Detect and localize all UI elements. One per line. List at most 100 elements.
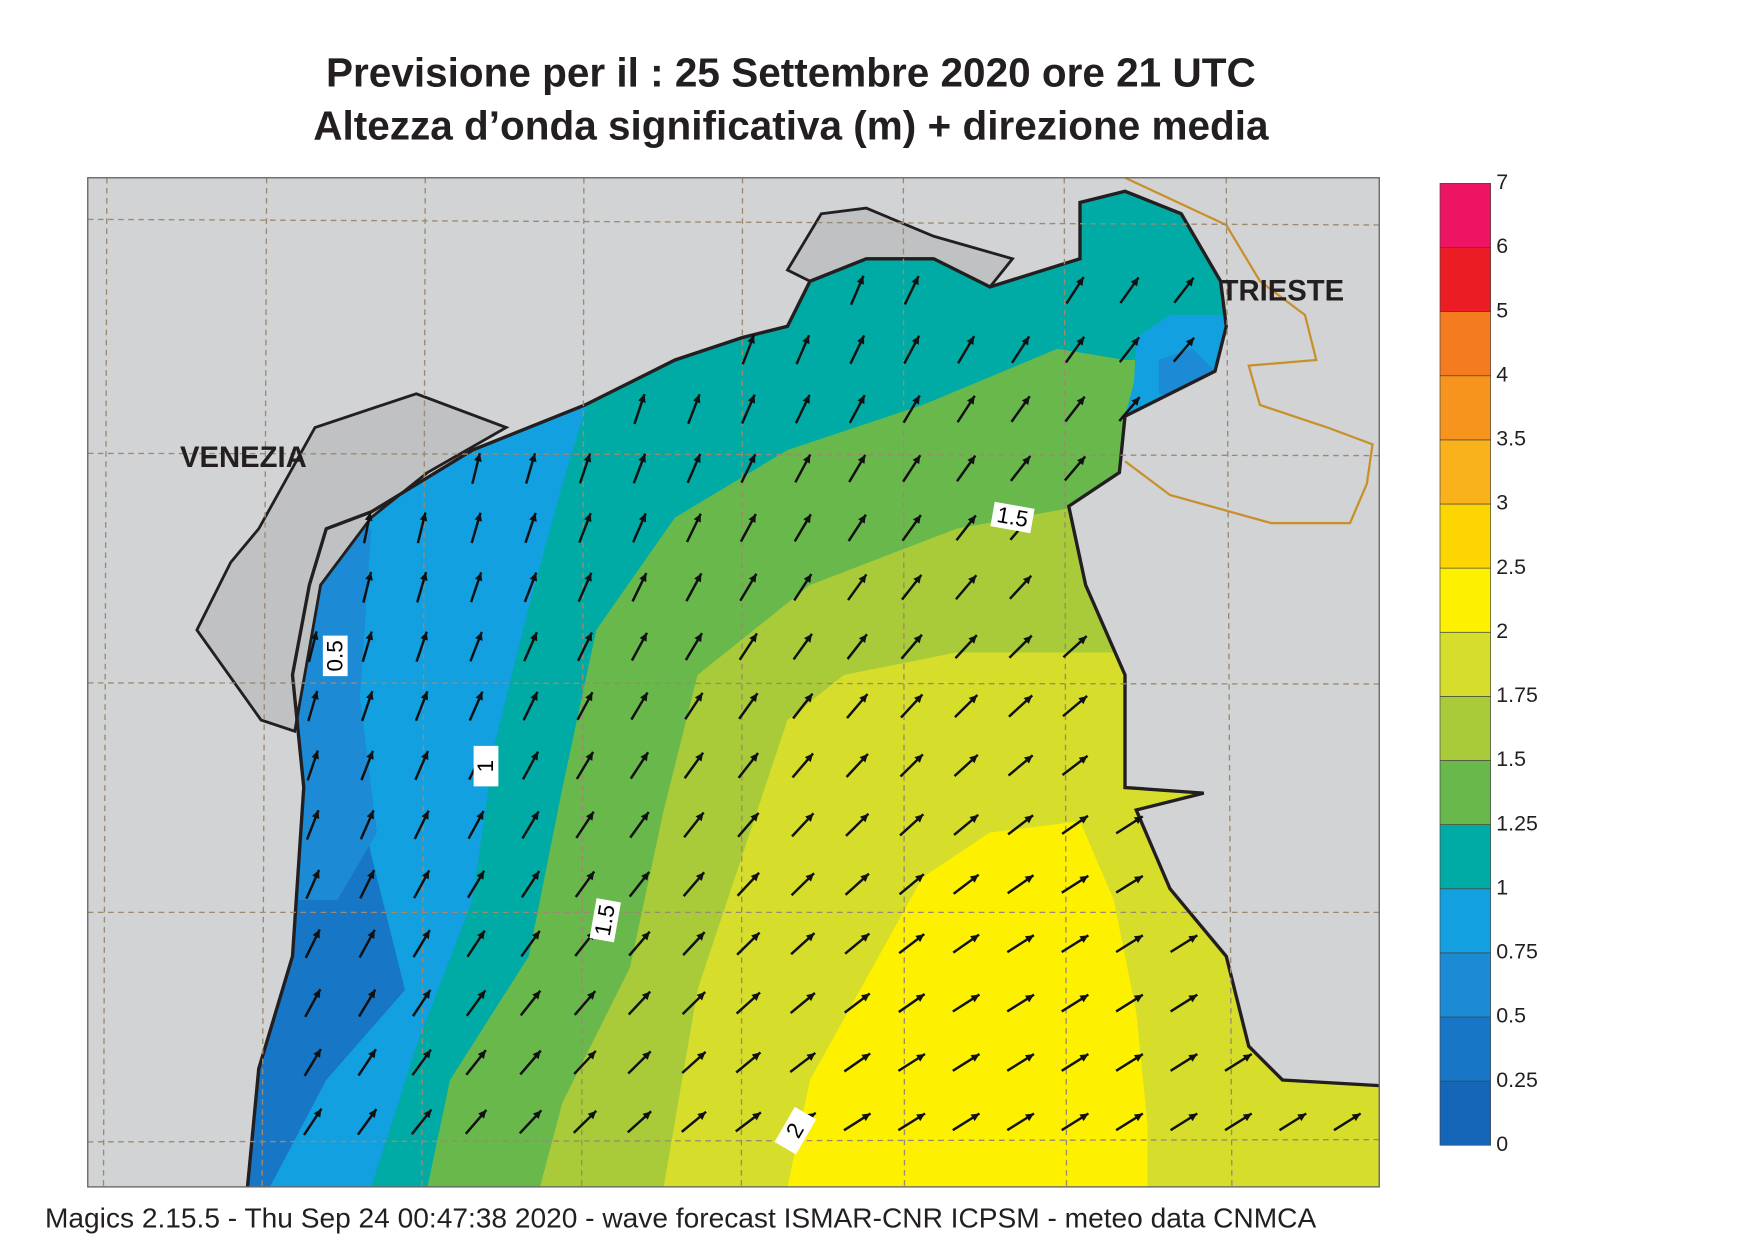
arrow-head: [1133, 816, 1143, 825]
lagoon-land: [195, 392, 510, 734]
arrow-head: [804, 693, 813, 703]
arrow-head: [970, 994, 980, 1003]
arrow-head: [422, 989, 431, 999]
grid-line: [87, 218, 1380, 226]
arrow-head: [860, 873, 869, 883]
arrow-head: [1133, 1054, 1143, 1062]
arrow-head: [967, 455, 976, 465]
direction-arrows: [303, 275, 1362, 1136]
colorbar-label: 3.5: [1496, 427, 1526, 451]
arrow-head: [916, 1054, 925, 1062]
arrow-head: [916, 1113, 926, 1122]
arrow-head: [587, 1110, 597, 1120]
arrow-head: [365, 691, 374, 701]
contour-label: 0.5: [322, 635, 348, 677]
arrow-head: [966, 336, 975, 346]
arrow-head: [1188, 935, 1198, 943]
arrow-head: [421, 870, 430, 880]
arrow-head: [529, 572, 537, 582]
arrow-head: [1022, 575, 1032, 585]
arrow-head: [585, 751, 594, 761]
arrow-head: [749, 633, 757, 643]
arrow-head: [857, 454, 866, 464]
grid-line: [102, 177, 108, 1187]
arrow-head: [860, 993, 870, 1002]
grid-line: [87, 682, 1380, 685]
label-box: [774, 1106, 817, 1155]
label-box: [473, 745, 499, 787]
arrow-head: [914, 814, 924, 823]
arrow-head: [366, 750, 374, 760]
contour-label-text: 1: [473, 760, 498, 773]
subtitle: Altezza d’onda significativa (m) + direz…: [313, 103, 1269, 149]
arrow-head: [1188, 994, 1198, 1003]
arrow-head: [697, 1111, 707, 1120]
arrow-head: [750, 872, 760, 882]
arrow-head: [695, 752, 704, 762]
label-box: [990, 501, 1035, 534]
arrow-head: [530, 751, 539, 761]
arrow-head: [532, 990, 541, 1000]
arrow-head: [367, 870, 375, 880]
arrow-head: [970, 934, 980, 943]
arrow-head: [859, 813, 869, 823]
arrow-head: [861, 1113, 871, 1122]
arrow-head: [751, 932, 760, 942]
arrow-head: [640, 692, 648, 702]
contour-label-text: 0.5: [322, 640, 347, 671]
arrow-head: [806, 992, 815, 1002]
arrow-head: [912, 395, 920, 405]
arrow-head: [858, 514, 866, 524]
arrow-head: [1025, 1113, 1034, 1122]
arrow-head: [365, 571, 373, 581]
arrow-head: [638, 453, 646, 463]
arrow-head: [694, 633, 702, 643]
colorbar-label: 0: [1496, 1132, 1508, 1156]
arrow-head: [531, 871, 540, 881]
colorbar-bin: [1439, 503, 1491, 569]
colorbar-label: 1.75: [1496, 683, 1538, 707]
title: Previsione per il : 25 Settembre 2020 or…: [326, 50, 1256, 96]
arrow-head: [584, 513, 592, 523]
colorbar-label: 0.5: [1496, 1004, 1526, 1028]
arrow-head: [420, 691, 429, 701]
arrow-head: [368, 1049, 376, 1059]
arrow-head: [1022, 456, 1031, 465]
arrow-head: [861, 1053, 871, 1062]
arrow-head: [1023, 635, 1032, 645]
colorbar-label: 4: [1496, 362, 1508, 386]
arrow-head: [584, 572, 592, 582]
page-content: Previsione per il : 25 Settembre 2020 or…: [45, 50, 1538, 1234]
arrow-head: [639, 632, 647, 642]
arrow-head: [804, 633, 812, 643]
footer: Magics 2.15.5 - Thu Sep 24 00:47:38 2020…: [45, 1202, 1316, 1233]
arrow-head: [531, 930, 540, 940]
colorbar-label: 2.5: [1496, 555, 1526, 579]
arrow-head: [970, 1113, 980, 1122]
arrow-head: [748, 513, 756, 523]
contour-label: 2: [774, 1106, 817, 1155]
arrow-head: [367, 929, 375, 939]
arrow-head: [477, 930, 485, 940]
arrow-head: [914, 694, 923, 704]
contour-label-text: 1.5: [590, 903, 620, 938]
colorbar-label: 1.25: [1496, 811, 1538, 835]
arrow-head: [967, 395, 975, 405]
arrow-head: [532, 1050, 541, 1060]
arrow-head: [970, 1054, 980, 1062]
arrow-head: [641, 991, 651, 1001]
arrow-head: [1079, 994, 1089, 1003]
arrow-head: [695, 812, 704, 822]
arrow-head: [748, 573, 757, 583]
colorbar-bin: [1439, 311, 1491, 377]
arrow-head: [475, 691, 483, 701]
arrow-head: [1131, 337, 1140, 347]
arrow-head: [586, 871, 595, 881]
arrow-head: [1351, 1113, 1361, 1122]
arrow-head: [585, 692, 593, 702]
arrow-head: [1021, 336, 1030, 346]
arrow-head: [1077, 456, 1086, 466]
contour-labels: 0.5 1 1.5 1.5 2: [322, 501, 1035, 1155]
border: [1124, 177, 1374, 525]
arrow-head: [642, 1051, 651, 1060]
